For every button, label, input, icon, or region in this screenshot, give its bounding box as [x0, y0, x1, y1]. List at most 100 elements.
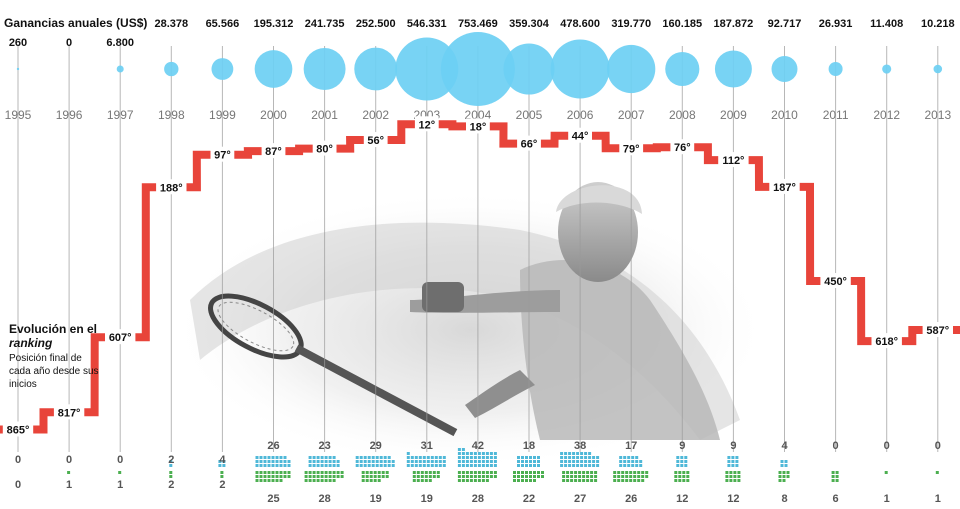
top-count-square — [359, 456, 363, 459]
top-count-square — [533, 464, 536, 467]
bottom-count-square — [385, 471, 389, 474]
bottom-count-square — [481, 471, 485, 474]
bottom-count-square — [737, 479, 741, 482]
bottom-count-square — [457, 479, 461, 482]
top-count-square — [485, 452, 489, 455]
top-count-square — [316, 464, 320, 467]
bottom-count-square — [328, 471, 332, 474]
bottom-count-square — [373, 475, 377, 478]
bottom-count-label: 12 — [727, 493, 739, 505]
bottom-count-square — [271, 471, 275, 474]
top-count-square — [572, 464, 576, 467]
bottom-count-square — [633, 479, 637, 482]
bottom-count-square — [316, 471, 320, 474]
bottom-count-square — [586, 475, 590, 478]
bottom-count-square — [385, 475, 389, 478]
top-count-square — [580, 456, 584, 459]
top-count-square — [442, 456, 446, 459]
top-count-square — [457, 452, 461, 455]
top-count-square — [379, 460, 383, 463]
bottom-count-square — [477, 471, 481, 474]
bottom-count-square — [590, 479, 594, 482]
bottom-count-square — [582, 475, 586, 478]
ranking-label: 112° — [722, 155, 744, 167]
top-count-square — [426, 456, 430, 459]
bottom-count-square — [220, 475, 224, 478]
bottom-count-square — [831, 471, 835, 474]
top-count-square — [619, 460, 623, 463]
top-count-square — [465, 456, 469, 459]
wristband — [422, 282, 464, 312]
top-count-square — [592, 456, 596, 459]
top-count-square — [422, 460, 426, 463]
bottom-count-square — [625, 471, 629, 474]
top-count-square — [283, 464, 287, 467]
top-count-square — [623, 464, 627, 467]
top-count-square — [572, 460, 576, 463]
top-count-square — [461, 452, 465, 455]
top-count-square — [485, 464, 489, 467]
top-count-square — [489, 464, 493, 467]
bottom-count-square — [275, 475, 279, 478]
bottom-count-label: 28 — [318, 493, 330, 505]
top-count-square — [560, 460, 564, 463]
earnings-value-label: 92.717 — [768, 18, 802, 30]
top-count-square — [355, 464, 359, 467]
bottom-count-square — [324, 471, 328, 474]
bottom-count-square — [493, 471, 497, 474]
bottom-count-square — [729, 471, 733, 474]
bottom-count-square — [633, 471, 637, 474]
top-count-square — [592, 460, 596, 463]
top-count-square — [418, 456, 422, 459]
top-count-square — [680, 456, 684, 459]
earnings-bubble — [16, 67, 20, 71]
top-count-square — [473, 456, 477, 459]
ranking-label-bg — [820, 273, 851, 288]
top-count-square — [434, 464, 438, 467]
player-head — [558, 182, 638, 282]
earnings-bubble — [550, 39, 610, 99]
bottom-count-square — [473, 471, 477, 474]
top-count-square — [727, 456, 731, 459]
bottom-count-square — [786, 471, 790, 474]
bottom-count-square — [570, 471, 574, 474]
bottom-count-square — [263, 475, 267, 478]
bottom-count-square — [428, 475, 432, 478]
bottom-count-square — [283, 471, 287, 474]
top-count-square — [481, 456, 485, 459]
top-count-square — [355, 456, 359, 459]
bottom-count-square — [493, 475, 497, 478]
bottom-count-square — [365, 471, 369, 474]
bottom-count-square — [513, 475, 516, 478]
bottom-count-square — [533, 479, 536, 482]
bottom-count-square — [381, 475, 385, 478]
bottom-count-square — [477, 479, 481, 482]
earnings-value-label: 252.500 — [356, 18, 396, 30]
top-count-square — [481, 452, 485, 455]
earnings-value-label: 241.735 — [305, 18, 345, 30]
bottom-count-square — [517, 471, 520, 474]
top-count-square — [169, 460, 173, 463]
top-count-square — [560, 456, 564, 459]
top-count-square — [371, 460, 375, 463]
top-count-square — [438, 464, 442, 467]
top-count-square — [267, 464, 271, 467]
earnings-title: Ganancias anuales (US$) — [4, 16, 147, 30]
top-count-square — [489, 452, 493, 455]
earnings-value-label: 0 — [66, 37, 72, 49]
year-label: 2008 — [669, 108, 696, 122]
bottom-count-square — [613, 479, 617, 482]
bottom-count-square — [267, 479, 271, 482]
bottom-count-square — [259, 475, 263, 478]
bottom-count-square — [412, 475, 416, 478]
bottom-count-square — [884, 471, 888, 474]
bottom-count-square — [373, 479, 377, 482]
bottom-count-label: 25 — [267, 493, 279, 505]
top-count-square — [263, 460, 267, 463]
bottom-count-square — [361, 471, 365, 474]
top-count-square — [457, 460, 461, 463]
bottom-count-label: 26 — [625, 493, 637, 505]
top-count-square — [426, 464, 430, 467]
top-count-square — [430, 460, 434, 463]
bottom-count-square — [629, 471, 633, 474]
